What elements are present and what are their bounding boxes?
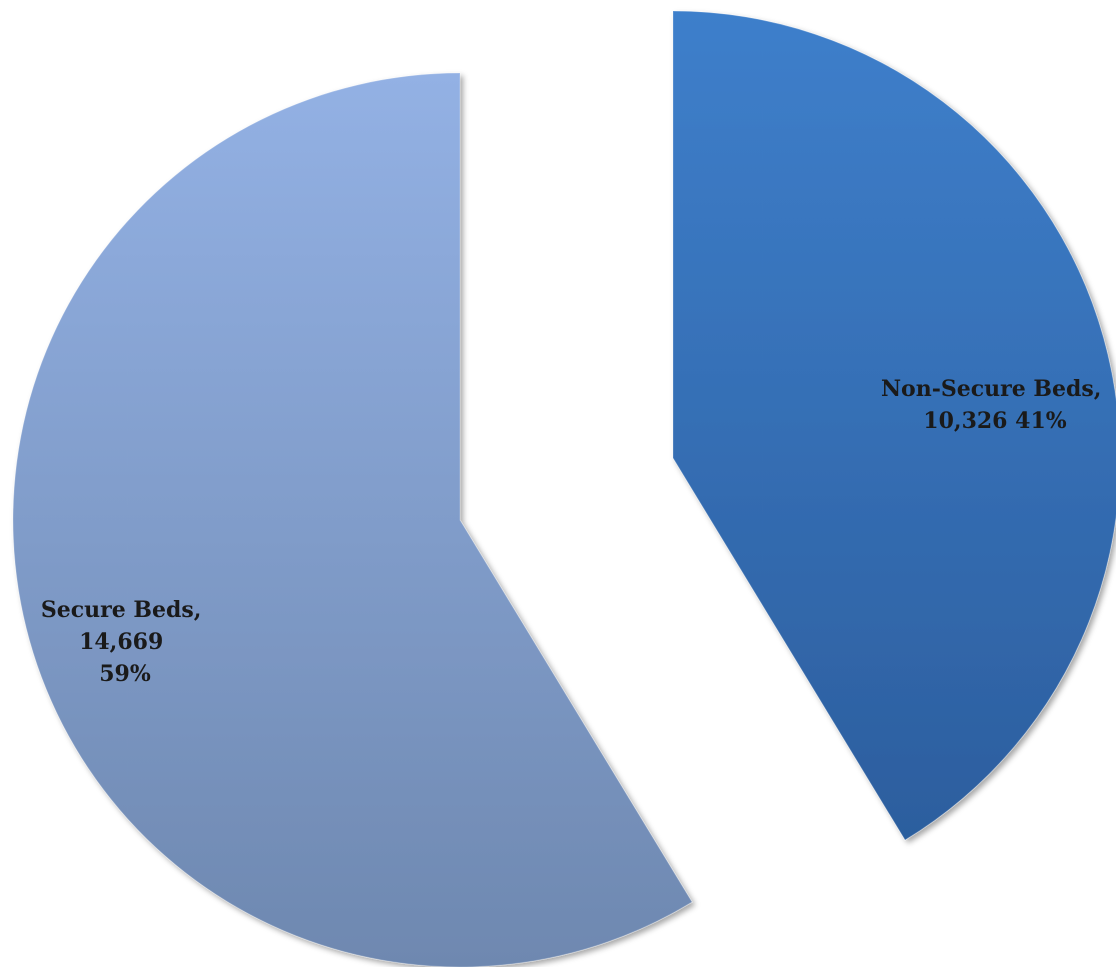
slice-label-non-secure-line-2: 10,326 41% [923,408,1066,434]
slice-label-non-secure-line-1: Non-Secure Beds, [881,376,1101,402]
slice-label-secure-line-2: 14,669 [79,629,163,655]
slice-label-secure-line-3: 59% [99,661,151,687]
slice-label-secure-line-1: Secure Beds, [41,597,202,623]
slice-label-non-secure: Non-Secure Beds, 10,326 41% [881,376,1109,434]
slice-label-secure: Secure Beds, 14,669 59% [41,597,209,687]
pie-slice-secure [12,72,693,967]
pie-slice-non-secure [672,10,1116,841]
